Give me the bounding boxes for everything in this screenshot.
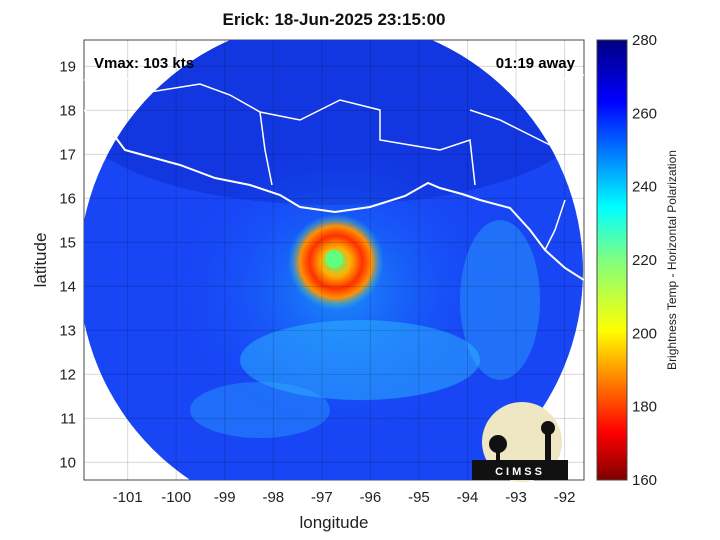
rain-band-east [460,220,540,380]
x-tick-label: -96 [360,489,382,506]
colorbar [596,39,628,481]
coastline [84,109,584,281]
colorbar-tick-label: 200 [632,325,657,342]
y-tick-label: 13 [59,322,76,339]
y-tick-label: 14 [59,278,76,295]
y-tick-labels: 10 11 12 13 14 15 16 17 18 19 [59,58,76,471]
x-tick-label: -97 [311,489,333,506]
colorbar-label: Brightness Temp - Horizontal Polarizatio… [665,150,679,370]
x-tick-label: -101 [113,489,143,506]
colorbar-tick-label: 260 [632,105,657,122]
eye [325,250,343,268]
y-axis-label: latitude [31,233,50,288]
svg-text:CIMSS: CIMSS [495,466,545,478]
y-tick-label: 19 [59,58,76,75]
x-axis-label: longitude [299,513,368,532]
x-tick-label: -93 [505,489,527,506]
y-tick-label: 10 [59,454,76,471]
y-tick-label: 18 [59,102,76,119]
cimss-logo: CIMSS [472,402,568,482]
x-tick-label: -99 [214,489,236,506]
x-tick-label: -100 [161,489,191,506]
chart-title: Erick: 18-Jun-2025 23:15:00 [222,10,446,29]
time-away-annotation: 01:19 away [496,55,576,72]
x-tick-label: -95 [408,489,430,506]
colorbar-tick-label: 220 [632,252,657,269]
vmax-annotation: Vmax: 103 kts [94,55,194,72]
x-tick-labels: -101 -100 -99 -98 -97 -96 -95 -94 -93 -92 [113,489,576,506]
land-region [84,40,583,205]
x-tick-label: -98 [262,489,284,506]
colorbar-ticks: 160 180 200 220 240 260 280 [632,32,657,489]
colorbar-tick-label: 240 [632,179,657,196]
x-tick-label: -92 [554,489,576,506]
y-tick-label: 16 [59,190,76,207]
y-tick-label: 12 [59,366,76,383]
heatmap-layer [84,40,584,480]
rain-band-sw [190,382,330,438]
rain-band-south [240,320,480,400]
colorbar-tick-label: 180 [632,399,657,416]
colorbar-tick-label: 280 [632,32,657,49]
colorbar-tick-label: 160 [632,472,657,489]
border-lines [84,74,584,251]
y-tick-label: 11 [60,410,76,427]
y-tick-label: 17 [59,146,76,163]
y-tick-label: 15 [59,234,76,251]
x-tick-label: -94 [457,489,479,506]
